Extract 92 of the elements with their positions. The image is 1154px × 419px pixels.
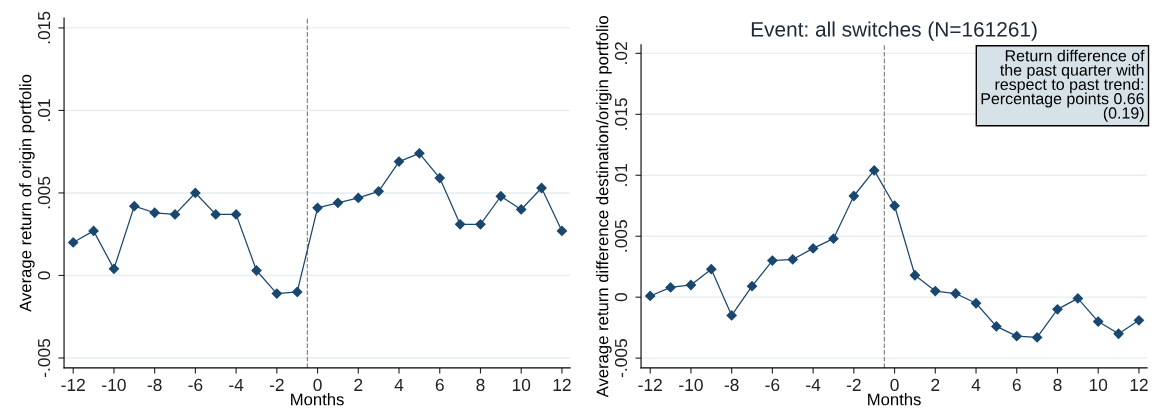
y-axis-title: Average return of origin portfolio [19,74,35,312]
point [475,219,486,230]
x-axis-title: Months [291,393,344,406]
point [767,255,778,266]
x-tick-label: 0 [313,378,322,392]
point [1072,293,1083,304]
point [869,165,880,176]
point [1133,315,1145,326]
point [746,281,758,292]
point [808,243,819,254]
point [930,285,941,297]
y-axis-title: Average return difference destination/origin portfolio [596,16,612,398]
x-tick-label: 12 [1130,378,1148,391]
point [231,209,242,220]
point [149,207,160,218]
y-tick-label: .015 [37,11,51,44]
point [706,264,717,275]
point [685,279,697,291]
point [1031,332,1043,343]
point [495,191,506,202]
point [292,286,303,298]
x-tick-label: 10 [1089,378,1108,392]
chart-title: Event: all switches (N=161261) [751,21,1037,41]
point [909,270,921,281]
x-tick-label: 4 [394,378,404,391]
y-tick-label: .01 [37,99,51,121]
point [434,172,445,184]
x-tick-label: -10 [102,378,126,392]
point [129,201,140,212]
point [210,209,221,220]
x-tick-label: -8 [147,378,162,392]
point [353,192,364,204]
point [645,290,656,302]
x-tick-label: -4 [229,378,244,391]
point [1011,331,1022,342]
y-tick-label: 0 [614,293,628,302]
y-tick-label: -.005 [614,339,628,378]
point [726,310,737,321]
y-tick-label: .02 [614,42,628,64]
annotation: Return difference of the past quarter with respect to past trend: Percentage points 0.66 (0.19) [981,49,1145,122]
y-tick-label: .01 [614,164,628,186]
x-tick-label: 12 [553,378,571,391]
x-tick-label: -8 [724,378,739,392]
point [991,321,1002,332]
x-tick-label: 2 [354,378,363,391]
x-tick-label: -10 [679,378,703,392]
point [665,282,676,293]
point [1113,328,1124,339]
point [556,225,568,237]
point [1093,316,1104,327]
point [454,219,466,230]
x-tick-label: 0 [890,378,899,392]
point [190,187,201,199]
x-tick-label: 8 [476,378,485,392]
x-tick-label: -6 [765,378,780,392]
point [68,237,79,248]
x-tick-label: 6 [1012,378,1021,392]
point [414,148,425,159]
point [251,265,262,276]
point [393,156,405,167]
x-tick-label: -6 [188,378,203,392]
x-tick-label: 4 [971,378,981,391]
x-tick-label: 2 [931,378,940,391]
x-tick-label: -4 [806,378,821,391]
x-axis-title: Months [868,393,921,406]
point [950,288,961,299]
point [889,200,900,211]
point [312,202,323,213]
x-tick-label: 6 [435,378,444,392]
x-tick-label: -2 [269,378,284,391]
point [271,288,282,299]
point [828,233,839,244]
x-tick-label: -12 [638,378,662,391]
point [332,197,344,208]
x-tick-label: 8 [1053,378,1062,392]
x-tick-label: -12 [61,378,85,391]
point [169,209,181,220]
point [373,186,384,197]
y-tick-label: .005 [614,220,628,252]
y-tick-label: -.005 [37,338,51,377]
point [970,298,982,309]
x-tick-label: -2 [846,378,861,391]
point [516,204,527,215]
point [1052,304,1063,315]
y-tick-label: .015 [614,98,628,130]
point [88,225,99,237]
point [787,254,798,265]
x-tick-label: 10 [512,378,531,392]
y-tick-label: 0 [37,271,51,280]
point [848,190,859,202]
point [108,263,120,274]
y-tick-label: .005 [37,176,51,209]
